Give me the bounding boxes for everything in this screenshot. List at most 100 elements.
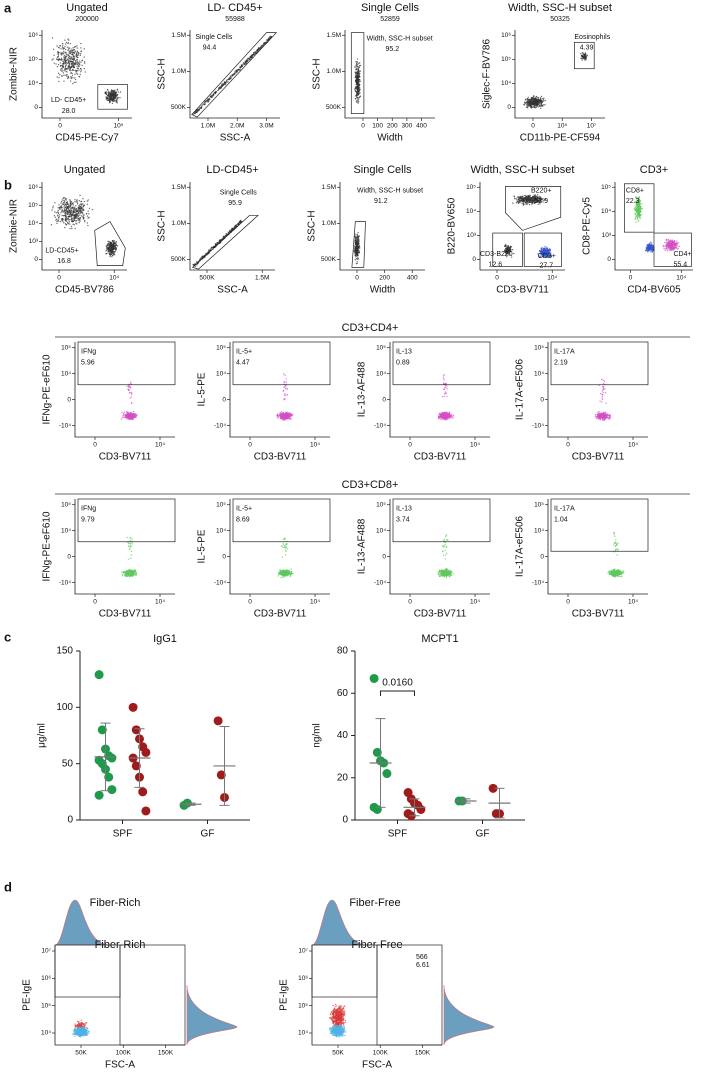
event-dot xyxy=(358,238,360,241)
event-dot xyxy=(77,63,79,65)
event-dot xyxy=(74,205,77,207)
event-dot xyxy=(68,213,71,216)
event-dot xyxy=(64,61,67,63)
event-dot xyxy=(54,211,56,213)
event-dot xyxy=(78,221,80,224)
event-dot xyxy=(63,206,65,208)
y-tick-label: 10⁴ xyxy=(601,208,611,215)
event-dot xyxy=(194,112,196,115)
event-dot xyxy=(582,57,584,60)
gate-label: Single Cells xyxy=(195,34,232,41)
event-dot xyxy=(672,248,675,251)
event-dot xyxy=(51,37,54,39)
y-tick-label: 10⁵ xyxy=(28,56,38,63)
event-dot xyxy=(112,240,114,242)
gate-value: 91.2 xyxy=(374,198,388,205)
event-dot xyxy=(63,208,66,210)
event-dot xyxy=(252,54,254,56)
event-dot xyxy=(225,232,227,235)
event-dot xyxy=(80,71,82,73)
y-tick-label: 10⁶ xyxy=(28,32,38,39)
event-dot xyxy=(57,211,59,213)
event-dot xyxy=(357,84,359,86)
event-dot xyxy=(506,245,508,247)
event-dot xyxy=(535,106,538,108)
panel-label: c xyxy=(4,629,11,644)
event-dot xyxy=(112,93,115,96)
event-dot xyxy=(63,74,65,76)
event-dot xyxy=(130,381,132,383)
event-dot xyxy=(635,209,638,211)
event-dot xyxy=(666,249,669,252)
event-dot xyxy=(269,37,271,40)
event-dot xyxy=(66,54,68,56)
event-dot xyxy=(357,256,359,258)
event-dot xyxy=(56,65,59,68)
event-dot xyxy=(228,232,230,234)
event-dot xyxy=(74,60,77,62)
event-dot xyxy=(354,88,356,90)
event-dot xyxy=(356,91,358,94)
event-dot xyxy=(58,58,60,61)
plot-title: Single Cells xyxy=(353,164,412,176)
event-dot xyxy=(668,240,671,242)
event-dot xyxy=(645,249,647,252)
event-dot xyxy=(669,245,672,248)
plot-title: LD-CD45+ xyxy=(206,164,258,176)
y-tick-label: 0 xyxy=(507,104,511,111)
event-dot xyxy=(64,46,66,48)
event-dot xyxy=(62,203,64,205)
panel-label: b xyxy=(4,177,12,192)
event-dot xyxy=(674,240,676,242)
y-tick-label: 10⁴ xyxy=(28,220,38,227)
event-dot xyxy=(55,212,58,214)
event-dot xyxy=(76,69,78,72)
event-dot xyxy=(649,248,652,251)
event-dot xyxy=(73,224,76,226)
event-dot xyxy=(64,65,67,68)
event-dot xyxy=(79,220,81,222)
event-dot xyxy=(208,98,211,101)
event-dot xyxy=(523,199,525,202)
event-dot xyxy=(668,244,671,246)
event-dot xyxy=(56,218,58,220)
event-dot xyxy=(57,219,59,222)
event-dot xyxy=(73,69,75,72)
event-dot xyxy=(513,195,515,197)
event-dot xyxy=(648,244,651,246)
event-dot xyxy=(108,98,110,100)
event-dot xyxy=(355,263,358,265)
event-dot xyxy=(61,199,64,201)
event-dot xyxy=(108,247,111,249)
x-tick-label: 0 xyxy=(93,442,97,449)
event-dot xyxy=(57,72,60,75)
event-dot xyxy=(62,61,65,63)
event-dot xyxy=(61,52,64,54)
event-dot xyxy=(107,94,109,97)
event-dot xyxy=(356,243,358,246)
event-dot xyxy=(64,56,67,58)
event-dot xyxy=(69,202,72,205)
event-dot xyxy=(71,74,74,77)
event-dot xyxy=(62,201,65,204)
event-dot xyxy=(69,69,71,71)
event-dot xyxy=(277,417,279,419)
x-tick-label: 0 xyxy=(57,275,61,282)
event-dot xyxy=(519,197,521,199)
event-dot xyxy=(108,90,110,93)
event-dot xyxy=(509,246,511,249)
y-tick-label: 10³ xyxy=(29,238,39,245)
event-dot xyxy=(58,77,60,79)
event-dot xyxy=(114,242,116,245)
event-dot xyxy=(80,47,82,49)
panel-label: d xyxy=(4,879,12,894)
event-dot xyxy=(132,410,135,413)
event-dot xyxy=(536,105,539,107)
event-dot xyxy=(516,200,519,202)
event-dot xyxy=(54,202,56,204)
event-dot xyxy=(75,55,77,58)
event-dot xyxy=(359,80,361,83)
event-dot xyxy=(67,75,70,78)
x-axis-label: CD45-PE-Cy7 xyxy=(55,133,119,144)
x-tick-label: 10⁵ xyxy=(557,123,567,130)
